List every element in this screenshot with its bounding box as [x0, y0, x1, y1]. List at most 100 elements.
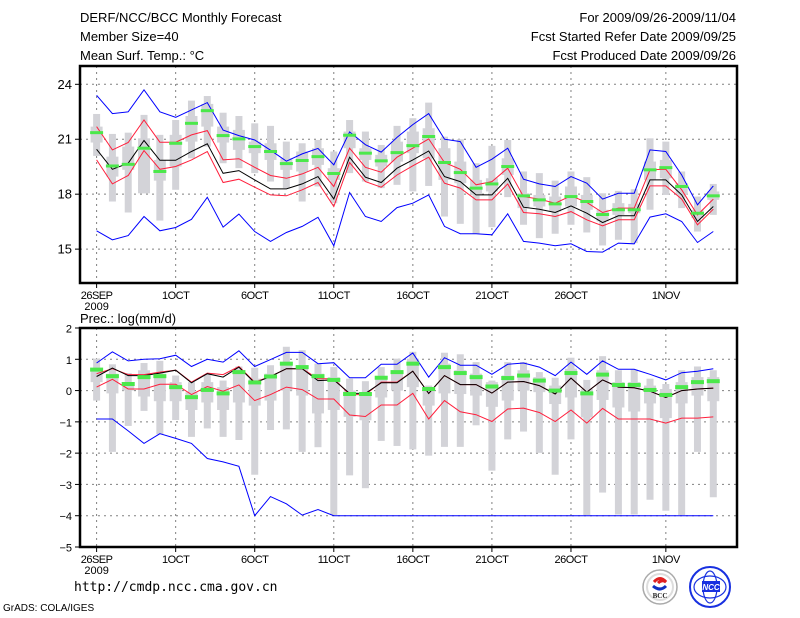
- marker: [200, 109, 214, 113]
- marker: [121, 382, 135, 387]
- y-tick-label: 21: [58, 132, 72, 147]
- range-bar: [124, 132, 132, 213]
- variable-label: Mean Surf. Temp.: °C: [80, 48, 205, 63]
- ensemble-mean-line: [96, 139, 714, 224]
- iqr-box: [90, 126, 103, 143]
- range-bar: [709, 370, 717, 498]
- marker: [279, 162, 293, 166]
- marker: [248, 145, 262, 149]
- marker: [659, 166, 673, 170]
- x-tick-label: 21OCT: [475, 554, 509, 566]
- marker: [706, 194, 720, 198]
- iqr-box: [169, 382, 182, 402]
- ensemble-mean-line: [96, 366, 714, 399]
- iqr-box: [169, 134, 182, 167]
- iqr-box: [549, 385, 562, 405]
- y-tick-label: −4: [59, 511, 72, 523]
- x-tick-label: 16OCT: [396, 554, 430, 566]
- marker: [596, 213, 610, 217]
- ncc-logo: NCC: [689, 566, 731, 608]
- y-tick-label: 0: [66, 386, 72, 398]
- marker: [690, 380, 704, 385]
- iqr-box: [296, 365, 309, 396]
- marker: [453, 371, 467, 376]
- marker: [216, 134, 230, 138]
- marker: [406, 144, 420, 148]
- marker: [358, 392, 372, 397]
- x-tick-label: 1OCT: [162, 554, 190, 566]
- range-bar: [662, 384, 670, 511]
- x-tick-label: 16OCT: [396, 290, 430, 302]
- range-bar: [124, 373, 132, 426]
- grads-credit: GrADS: COLA/IGES: [3, 603, 95, 614]
- y-tick-label: 24: [58, 77, 72, 92]
- x-tick-label: 26OCT: [554, 290, 588, 302]
- iqr-box: [201, 382, 214, 403]
- marker: [643, 387, 657, 392]
- y-tick-label: 1: [66, 355, 72, 367]
- iqr-box: [406, 131, 419, 154]
- range-bar: [472, 163, 480, 234]
- max-line: [96, 350, 714, 381]
- fcst-started-date: Fcst Started Refer Date 2009/09/25: [530, 29, 736, 44]
- iqr-box: [691, 377, 704, 396]
- marker: [469, 186, 483, 190]
- range-bar: [520, 362, 528, 432]
- chart-title: DERF/NCC/BCC Monthly Forecast: [80, 10, 282, 25]
- iqr-box: [327, 377, 340, 410]
- marker: [295, 158, 309, 162]
- marker: [627, 382, 641, 387]
- marker: [437, 161, 451, 165]
- header-right: For 2009/09/26-2009/11/04 Fcst Started R…: [531, 8, 736, 65]
- plot-frame: [78, 64, 739, 285]
- marker: [358, 151, 372, 155]
- iqr-box: [280, 363, 293, 391]
- range-bar: [614, 370, 622, 515]
- x-tick-label: 21OCT: [475, 290, 509, 302]
- range-bar: [235, 366, 243, 441]
- range-bar: [298, 143, 306, 202]
- y-tick-label: −2: [59, 449, 72, 461]
- marker: [501, 376, 515, 381]
- marker: [374, 375, 388, 380]
- max-line: [96, 88, 714, 206]
- marker: [501, 165, 515, 169]
- y-tick-label: 2: [66, 324, 72, 336]
- marker: [343, 392, 357, 397]
- svg-text:BCC: BCC: [653, 592, 668, 600]
- marker: [611, 382, 625, 387]
- iqr-box: [138, 138, 151, 194]
- marker: [137, 375, 151, 380]
- y-tick-label: −1: [59, 417, 72, 429]
- lower-spread-line: [96, 378, 714, 424]
- range-bar: [551, 377, 559, 475]
- marker: [90, 131, 104, 135]
- marker: [184, 395, 198, 400]
- iqr-box: [564, 368, 577, 398]
- range-bar: [440, 352, 448, 447]
- x-tick-label: 26SEP: [81, 290, 113, 302]
- marker: [643, 168, 657, 172]
- marker: [105, 164, 119, 168]
- marker: [232, 370, 246, 375]
- marker: [706, 379, 720, 384]
- marker: [153, 374, 167, 379]
- marker: [311, 155, 325, 159]
- marker: [327, 171, 341, 175]
- marker: [627, 208, 641, 212]
- forecast-period: For 2009/09/26-2009/11/04: [579, 10, 736, 25]
- iqr-box: [375, 377, 388, 398]
- marker: [232, 137, 246, 141]
- marker: [184, 121, 198, 125]
- range-bar: [425, 385, 433, 456]
- range-bar: [393, 358, 401, 446]
- marker: [675, 184, 689, 188]
- iqr-box: [122, 382, 135, 391]
- marker: [327, 377, 341, 382]
- fcst-produced-date: Fcst Produced Date 2009/09/26: [552, 48, 736, 63]
- marker: [374, 159, 388, 163]
- x-tick-label: 11OCT: [318, 554, 351, 566]
- source-url: http://cmdp.ncc.cma.gov.cn: [74, 580, 278, 595]
- marker: [264, 150, 278, 154]
